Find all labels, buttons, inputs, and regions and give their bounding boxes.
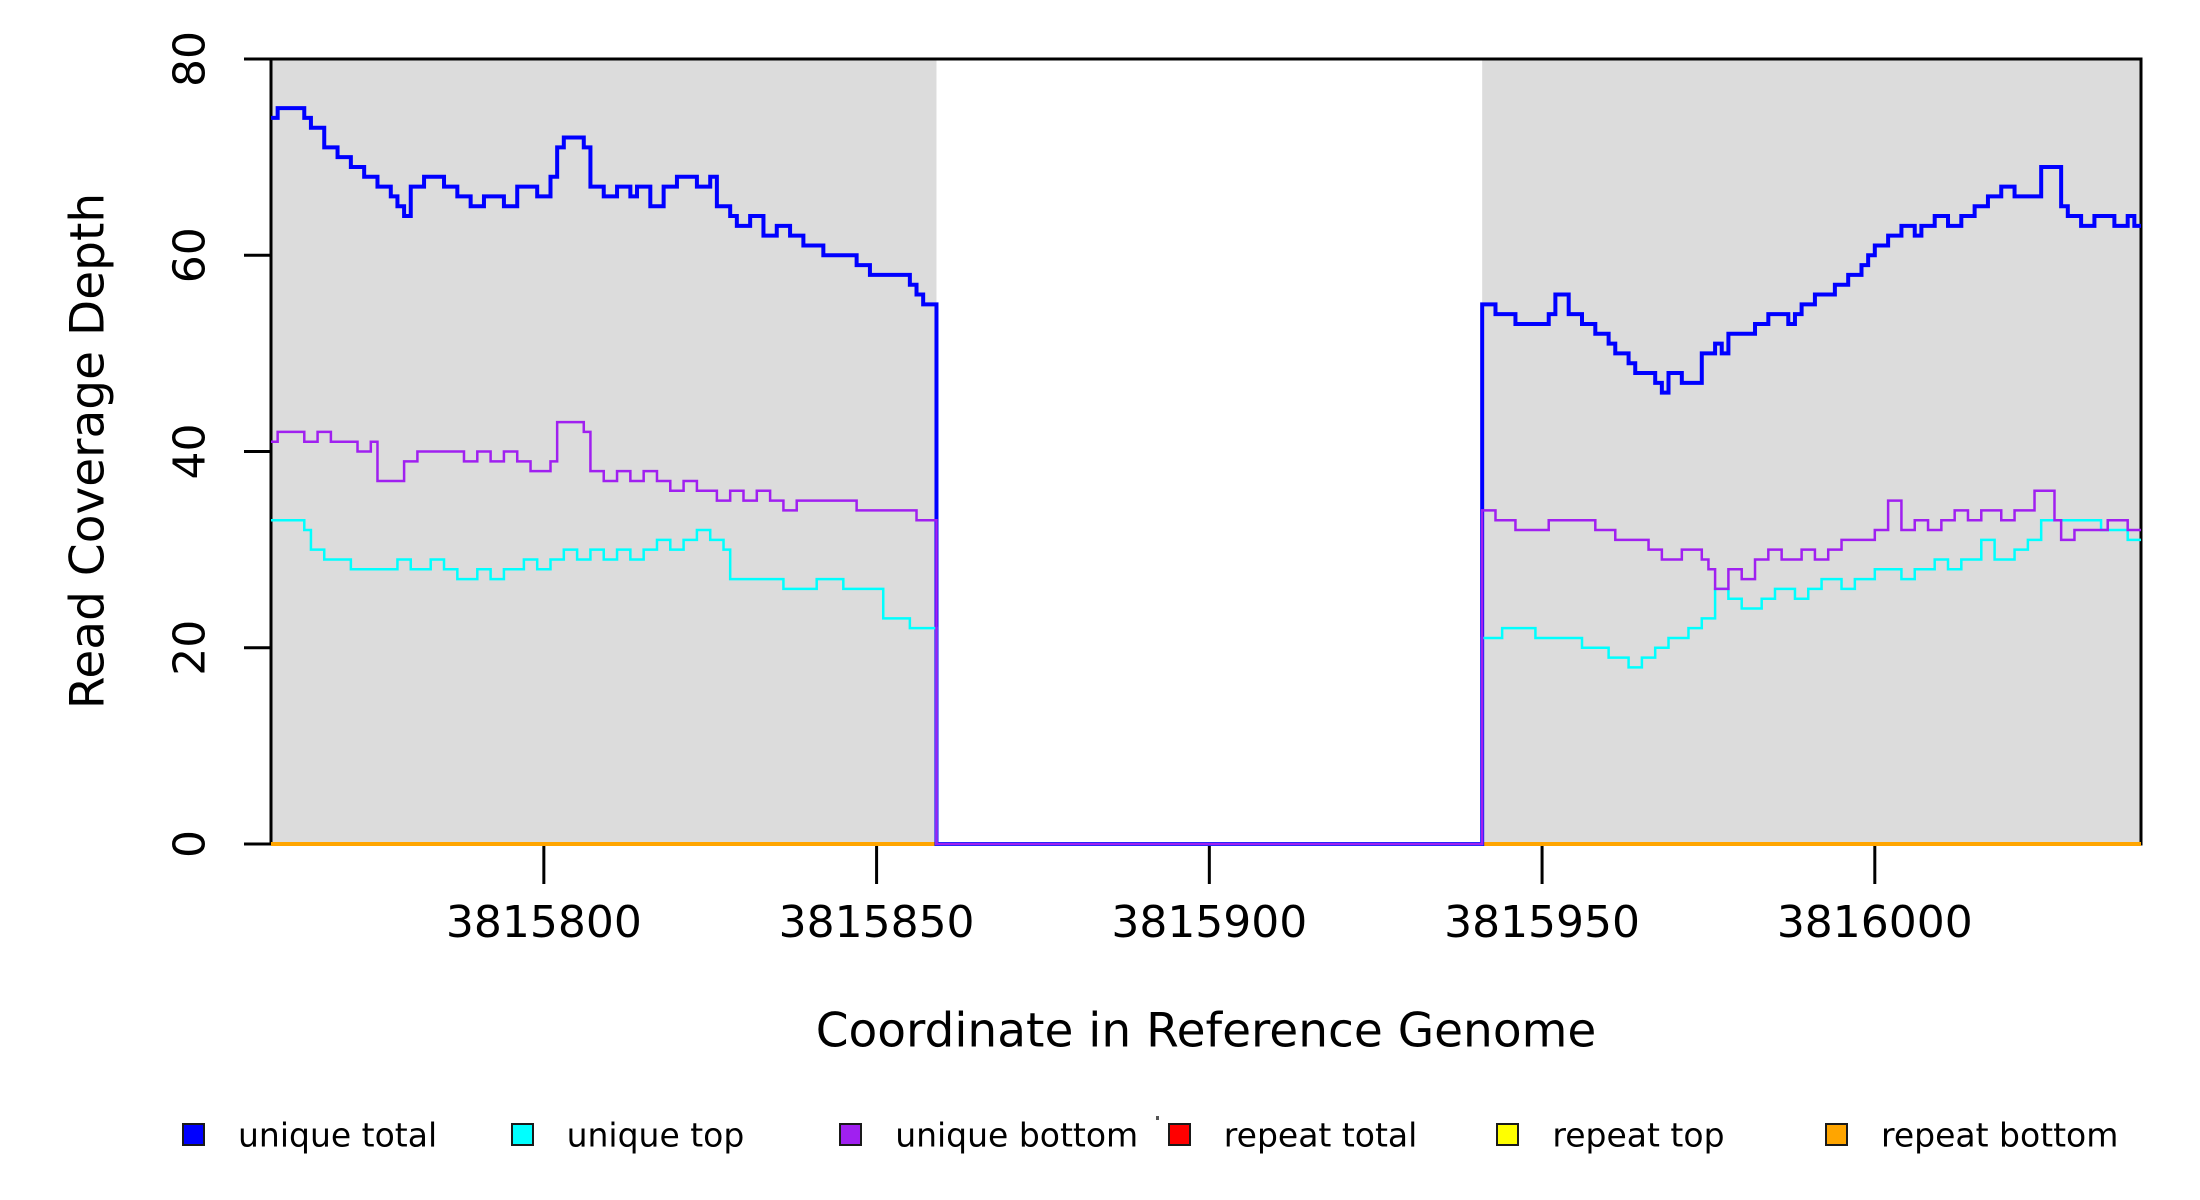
- x-tick-label: 3815800: [446, 897, 642, 948]
- x-tick-label: 3815850: [779, 897, 975, 948]
- x-axis-title: Coordinate in Reference Genome: [815, 1003, 1597, 1059]
- y-tick-label: 60: [165, 227, 216, 283]
- y-tick-label: 40: [165, 424, 216, 480]
- x-tick-label: 3816000: [1777, 897, 1973, 948]
- artifact-dot: [1156, 1116, 1159, 1120]
- y-tick-label: 0: [165, 830, 216, 858]
- x-tick-label: 3815950: [1444, 897, 1640, 948]
- series-unique-bottom: [271, 420, 2141, 846]
- highlight-region: [1482, 59, 2141, 844]
- y-axis-title: Read Coverage Depth: [60, 192, 116, 710]
- x-tick-label: 3815900: [1111, 897, 1307, 948]
- y-tick-label: 20: [165, 620, 216, 676]
- y-tick-label: 80: [165, 31, 216, 87]
